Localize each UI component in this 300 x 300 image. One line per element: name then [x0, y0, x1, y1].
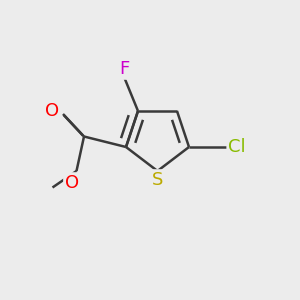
Text: F: F — [119, 60, 130, 78]
Text: Cl: Cl — [228, 138, 246, 156]
Text: S: S — [152, 171, 163, 189]
Text: O: O — [45, 102, 60, 120]
Text: O: O — [65, 174, 79, 192]
